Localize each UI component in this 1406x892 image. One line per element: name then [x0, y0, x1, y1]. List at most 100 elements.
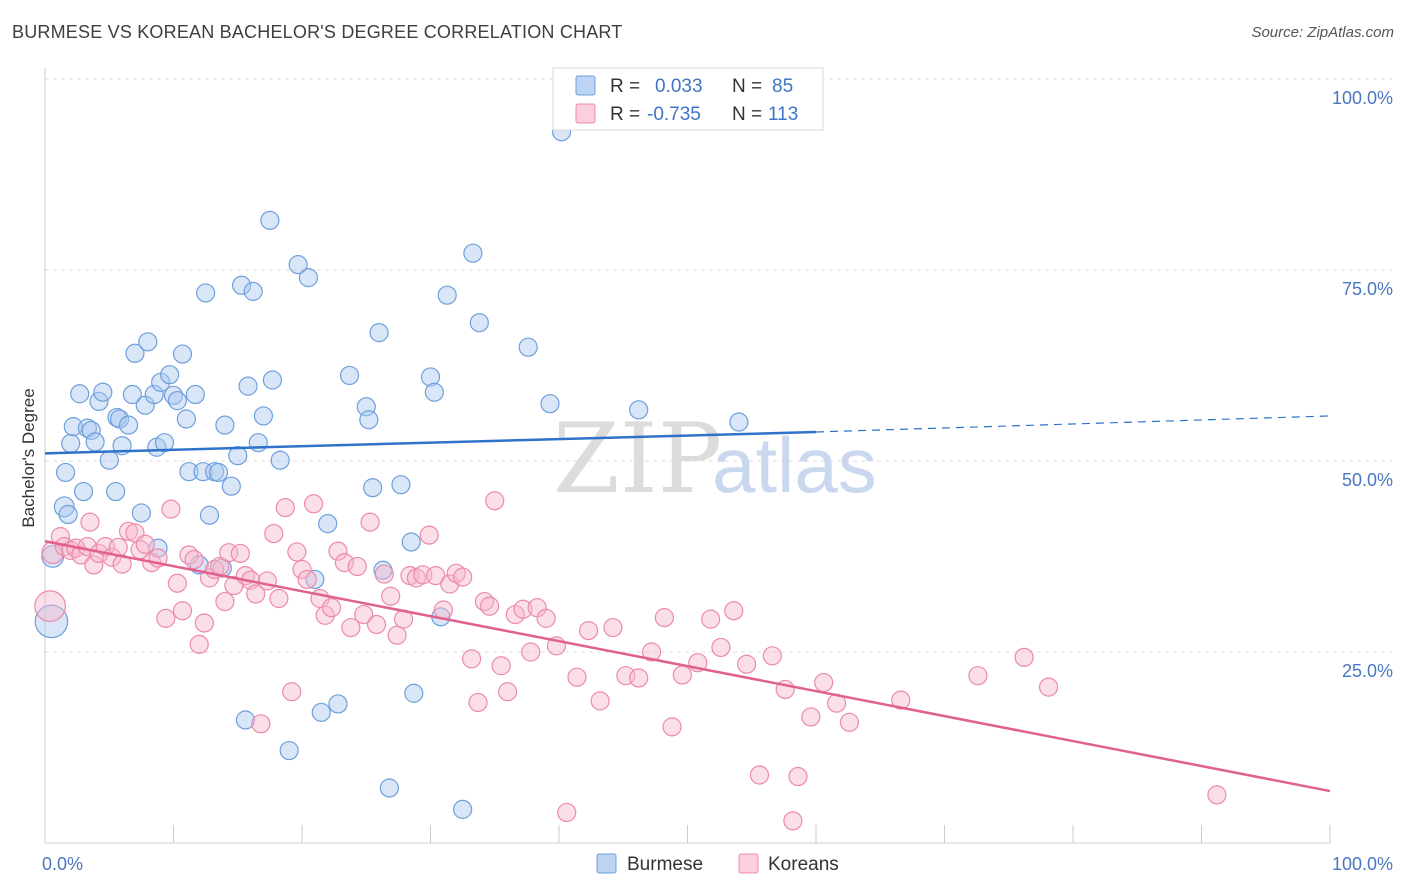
point-koreans-86 [567, 667, 587, 687]
point-burmese-4 [58, 504, 78, 525]
point-burmese-25 [144, 384, 164, 405]
point-koreans-80 [513, 599, 533, 619]
point-burmese-68 [391, 475, 411, 495]
legend-r-label-2: R = [610, 104, 640, 125]
point-koreans-27 [189, 634, 209, 654]
point-burmese-54 [279, 740, 299, 761]
point-burmese-52 [262, 370, 283, 390]
point-burmese-3 [55, 462, 76, 483]
point-koreans-9 [84, 555, 104, 575]
point-burmese-14 [99, 450, 119, 470]
point-koreans-108 [839, 712, 860, 732]
point-koreans-28 [194, 613, 214, 633]
point-koreans-85 [557, 802, 577, 823]
point-koreans-52 [328, 541, 348, 561]
point-burmese-41 [208, 462, 229, 483]
point-koreans-78 [498, 682, 518, 702]
point-koreans-60 [381, 586, 401, 606]
point-koreans-56 [354, 604, 374, 625]
point-burmese-34 [179, 462, 199, 482]
point-koreans-91 [629, 668, 649, 688]
point-burmese-81 [629, 400, 649, 420]
point-burmese-45 [228, 446, 248, 466]
point-burmese-69 [401, 532, 421, 552]
point-koreans-77 [491, 656, 511, 676]
point-burmese-60 [328, 694, 348, 714]
legend-n-value-1: 85 [772, 76, 793, 97]
trend-line-koreans [44, 539, 1331, 793]
point-koreans-71 [453, 567, 473, 587]
point-burmese-37 [193, 462, 213, 482]
legend-swatch-burmese [575, 75, 596, 96]
point-koreans-113 [1207, 785, 1227, 805]
y-tick-label-0: 100.0% [1332, 88, 1393, 108]
point-burmese-6 [63, 417, 83, 437]
point-koreans-0 [34, 590, 67, 623]
point-burmese-71 [420, 367, 441, 387]
point-koreans-114 [783, 811, 803, 831]
x-tick-label-1: 100.0% [1332, 854, 1393, 874]
point-burmese-76 [463, 243, 483, 263]
legend-stats: R = 0.033 N = 85 R = -0.735 N = 113 [552, 67, 824, 131]
legend-n-label-2: N = [732, 104, 762, 125]
point-koreans-72 [462, 649, 482, 669]
x-tick-labels: 0.0% 100.0% [42, 854, 1393, 874]
legend-r-value-2: -0.735 [647, 104, 701, 125]
point-koreans-76 [485, 491, 505, 511]
point-burmese-56 [298, 268, 319, 288]
point-koreans-104 [788, 766, 808, 787]
point-koreans-41 [264, 523, 284, 544]
point-koreans-105 [801, 707, 821, 727]
point-burmese-57 [305, 569, 325, 590]
point-burmese-43 [215, 415, 235, 435]
point-burmese-59 [318, 514, 338, 534]
x-tick-label-0: 0.0% [42, 854, 83, 874]
point-koreans-58 [366, 614, 387, 635]
point-koreans-110 [968, 666, 988, 686]
point-koreans-32 [215, 591, 235, 612]
point-koreans-95 [672, 665, 692, 685]
point-koreans-88 [590, 691, 610, 711]
trend-lines [44, 415, 1331, 793]
point-koreans-59 [374, 564, 394, 584]
point-koreans-47 [297, 569, 317, 590]
point-koreans-102 [762, 646, 782, 666]
point-burmese-72 [424, 382, 444, 402]
point-burmese-32 [172, 344, 193, 364]
point-burmese-44 [221, 476, 241, 496]
legend-stats-frame [552, 67, 824, 131]
point-burmese-64 [363, 478, 383, 498]
point-koreans-94 [662, 717, 682, 737]
point-koreans-44 [282, 682, 302, 702]
point-koreans-109 [891, 690, 911, 710]
point-burmese-48 [243, 281, 263, 301]
point-koreans-55 [347, 556, 367, 577]
point-koreans-50 [315, 605, 335, 625]
point-burmese-19 [118, 415, 139, 435]
point-koreans-42 [269, 588, 289, 609]
point-koreans-22 [161, 499, 181, 519]
point-koreans-45 [287, 542, 307, 562]
legend-n-value-2: 113 [768, 104, 798, 125]
point-burmese-33 [176, 409, 196, 429]
point-koreans-66 [419, 525, 439, 545]
point-burmese-28 [154, 433, 175, 453]
point-koreans-21 [156, 608, 176, 628]
point-koreans-98 [711, 637, 731, 658]
point-burmese-5 [61, 433, 81, 454]
point-burmese-65 [369, 323, 389, 343]
point-koreans-57 [360, 512, 380, 532]
legend-r-label-1: R = [610, 76, 640, 97]
point-burmese-83 [235, 710, 256, 730]
point-koreans-89 [603, 617, 623, 638]
y-axis-title: Bachelor's Degree [19, 388, 38, 527]
point-koreans-87 [578, 621, 599, 641]
gridlines [45, 78, 1392, 653]
point-koreans-97 [701, 609, 721, 629]
point-burmese-49 [248, 433, 268, 453]
point-burmese-79 [540, 394, 560, 414]
point-koreans-39 [251, 714, 271, 734]
point-koreans-99 [724, 601, 744, 621]
point-burmese-21 [125, 343, 145, 363]
